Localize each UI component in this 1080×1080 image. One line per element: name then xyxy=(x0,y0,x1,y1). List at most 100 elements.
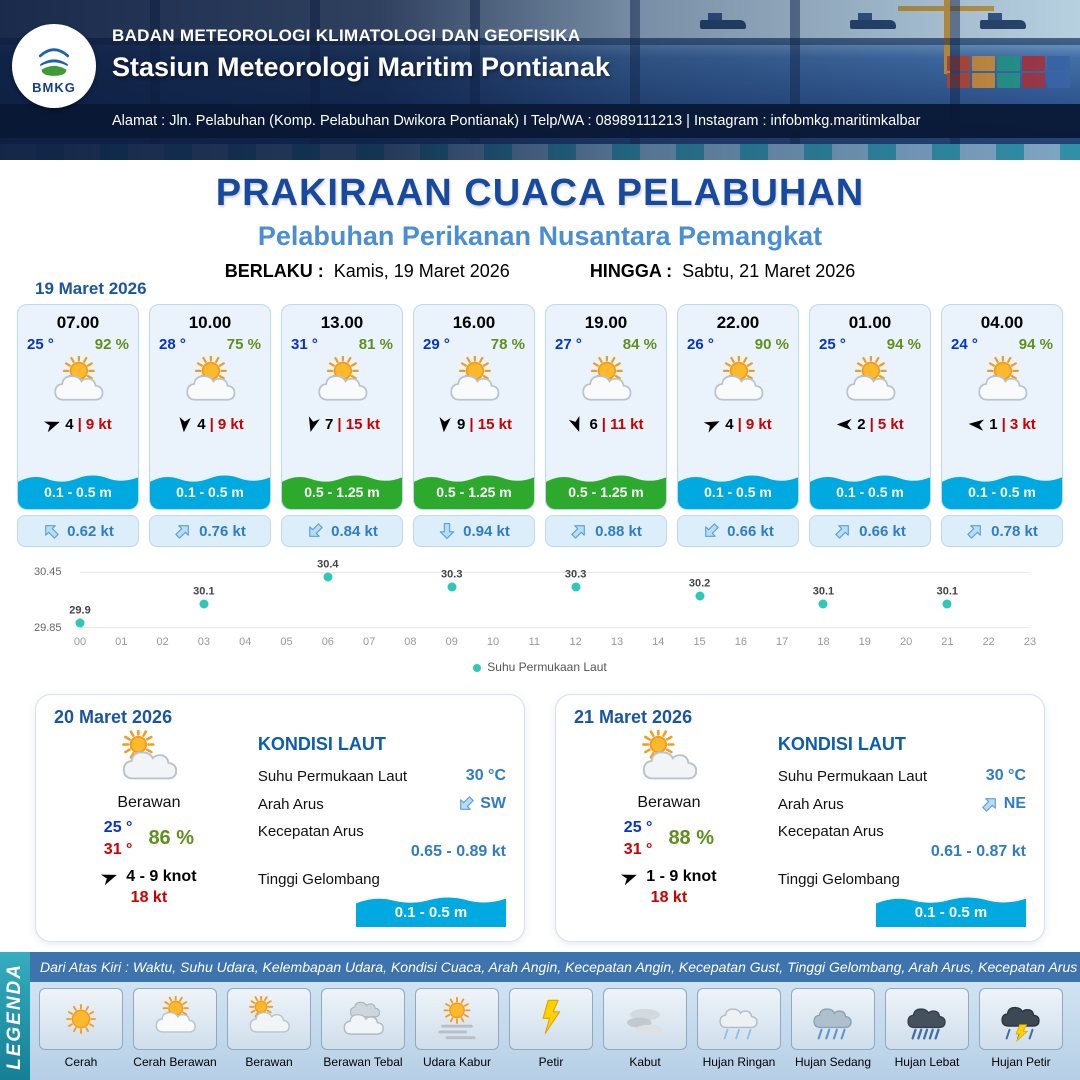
current-direction-icon xyxy=(302,518,327,543)
address-bar: Alamat : Jln. Pelabuhan (Komp. Pelabuhan… xyxy=(0,104,1080,138)
daily-card: 21 Maret 2026 Berawan 25 ° 31 ° 88 % xyxy=(555,694,1045,942)
weather-condition-icon xyxy=(310,356,374,412)
wind-row: 1 | 3 kt xyxy=(968,416,1036,433)
bmkg-logo-text: BMKG xyxy=(32,79,76,95)
x-axis-tick: 17 xyxy=(776,636,789,648)
legend-weather-icon xyxy=(885,988,969,1050)
wind-row: 4 | 9 kt xyxy=(44,416,112,433)
daily-condition: Berawan xyxy=(117,794,181,811)
legend-item-label: Hujan Ringan xyxy=(702,1055,776,1069)
wave-height-badge: 0.5 - 1.25 m xyxy=(282,471,402,509)
wave-height-value: 0.5 - 1.25 m xyxy=(304,484,380,500)
legend-item: Berawan Tebal xyxy=(318,988,408,1069)
current-direction-icon xyxy=(38,518,63,543)
current-box: 0.84 kt xyxy=(281,515,403,547)
legend-item: Cerah xyxy=(36,988,126,1069)
daily-date: 21 Maret 2026 xyxy=(574,707,693,727)
sea-current-speed-value: 0.65 - 0.89 kt xyxy=(410,843,506,860)
x-axis-tick: 10 xyxy=(486,636,500,648)
legend-item: Kabut xyxy=(600,988,690,1069)
wind-direction-icon xyxy=(701,413,724,436)
humidity-value: 90 % xyxy=(754,336,789,353)
sea-current-direction-row: Arah Arus NE xyxy=(778,795,1026,813)
forecast-time: 10.00 xyxy=(188,313,232,332)
valid-until-value: Sabtu, 21 Maret 2026 xyxy=(682,261,856,281)
sea-wave-label: Tinggi Gelombang xyxy=(777,871,900,888)
forecast-card: 19.00 27 ° 84 % 6 | 11 kt 0.5 - 1.25 m xyxy=(545,304,667,547)
sea-conditions-column: KONDISI LAUT Suhu Permukaan Laut 30 °C A… xyxy=(244,730,506,937)
sst-data-point xyxy=(571,582,581,591)
forecast-card-main: 10.00 28 ° 75 % 4 | 9 kt 0.1 - 0.5 m xyxy=(149,304,271,510)
wind-speed: 4 xyxy=(197,416,206,433)
daily-temp-humidity: 25 ° 31 ° 88 % xyxy=(624,817,714,860)
forecast-card-main: 01.00 25 ° 94 % 2 | 5 kt 0.1 - 0.5 m xyxy=(809,304,931,510)
daily-temp-max: 31 ° xyxy=(623,840,653,858)
wave-shape-icon xyxy=(414,475,534,509)
forecast-card: 10.00 28 ° 75 % 4 | 9 kt 0.1 - 0.5 m xyxy=(149,304,271,547)
current-speed: 0.76 kt xyxy=(199,522,246,540)
daily-wind-direction-icon xyxy=(99,866,121,888)
forecast-card-main: 16.00 29 ° 78 % 9 | 15 kt 0.5 - 1.25 m xyxy=(413,304,535,510)
forecast-card: 07.00 25 ° 92 % 4 | 9 kt 0.1 - 0.5 m xyxy=(17,304,139,547)
forecast-card-main: 04.00 24 ° 94 % 1 | 3 kt 0.1 - 0.5 m xyxy=(941,304,1063,510)
forecast-card: 13.00 31 ° 81 % 7 | 15 kt 0.5 - 1.25 m xyxy=(281,304,403,547)
legend-weather-icon xyxy=(979,988,1063,1050)
legend-item: Hujan Sedang xyxy=(788,988,878,1069)
legend-vertical-band: LEGENDA xyxy=(0,952,30,1080)
sea-current-speed-label: Kecepatan Arus xyxy=(257,823,364,840)
sst-data-label: 30.4 xyxy=(317,558,339,571)
wave-height-value: 0.1 - 0.5 m xyxy=(836,484,904,500)
sea-sst-value: 30 °C xyxy=(985,767,1026,784)
current-direction-icon xyxy=(566,518,591,543)
x-axis-tick: 06 xyxy=(321,636,334,648)
temp-humidity-row: 29 ° 78 % xyxy=(414,336,534,353)
legend-item-label: Berawan xyxy=(245,1055,293,1069)
current-box: 0.66 kt xyxy=(809,515,931,547)
valid-until-label: HINGGA : xyxy=(589,261,673,281)
wave-shape-icon xyxy=(810,475,930,509)
forecast-time: 22.00 xyxy=(716,313,760,332)
sea-sst-row: Suhu Permukaan Laut 30 °C xyxy=(778,767,1026,785)
wind-speed: 4 xyxy=(725,416,734,433)
sea-current-direction-label: Arah Arus xyxy=(777,795,844,813)
legend-dot-icon xyxy=(473,663,482,672)
sst-data-point xyxy=(199,599,209,609)
gust-speed: | 15 kt xyxy=(469,416,512,433)
wave-height-badge: 0.1 - 0.5 m xyxy=(810,471,930,509)
legend-item-label: Hujan Lebat xyxy=(894,1055,960,1069)
current-direction-icon xyxy=(962,518,987,543)
current-speed: 0.94 kt xyxy=(463,522,510,540)
x-axis-tick: 21 xyxy=(941,636,954,648)
weather-condition-icon xyxy=(46,356,110,412)
sea-sst-label: Suhu Permukaan Laut xyxy=(257,767,408,785)
station-name: Stasiun Meteorologi Maritim Pontianak xyxy=(112,52,611,82)
header-text: BADAN METEOROLOGI KLIMATOLOGI DAN GEOFIS… xyxy=(112,26,610,83)
bmkg-emblem-icon xyxy=(38,47,70,76)
x-axis-tick: 22 xyxy=(982,636,995,648)
temp-humidity-row: 24 ° 94 % xyxy=(942,336,1062,353)
sst-data-point xyxy=(695,591,705,600)
current-speed: 0.84 kt xyxy=(331,522,378,540)
legend-item-label: Cerah xyxy=(64,1055,98,1069)
current-speed: 0.88 kt xyxy=(595,522,642,540)
daily-humidity: 86 % xyxy=(148,827,195,850)
legend-series-name: Suhu Permukaan Laut xyxy=(487,660,607,674)
temp-humidity-row: 31 ° 81 % xyxy=(282,336,402,353)
title-block: PRAKIRAAN CUACA PELABUHAN Pelabuhan Peri… xyxy=(0,162,1080,282)
gust-speed: | 9 kt xyxy=(77,416,112,433)
forecast-card: 22.00 26 ° 90 % 4 | 9 kt 0.1 - 0.5 m xyxy=(677,304,799,547)
sea-wave-row: Tinggi Gelombang 0.1 - 0.5 m xyxy=(778,871,1026,927)
air-temperature: 28 ° xyxy=(159,336,186,353)
wave-height-badge: 0.1 - 0.5 m xyxy=(678,471,798,509)
temp-humidity-row: 27 ° 84 % xyxy=(546,336,666,353)
forecast-date: 19 Maret 2026 xyxy=(35,279,147,298)
daily-humidity: 88 % xyxy=(668,827,715,850)
legend-item: Petir xyxy=(506,988,596,1069)
sea-wave-label: Tinggi Gelombang xyxy=(257,871,380,888)
current-box: 0.66 kt xyxy=(677,515,799,547)
daily-gust: 18 kt xyxy=(130,889,168,907)
wave-height-value: 0.1 - 0.5 m xyxy=(968,484,1036,500)
sea-wave-badge: 0.1 - 0.5 m xyxy=(356,893,506,927)
gust-speed: | 11 kt xyxy=(601,416,644,433)
